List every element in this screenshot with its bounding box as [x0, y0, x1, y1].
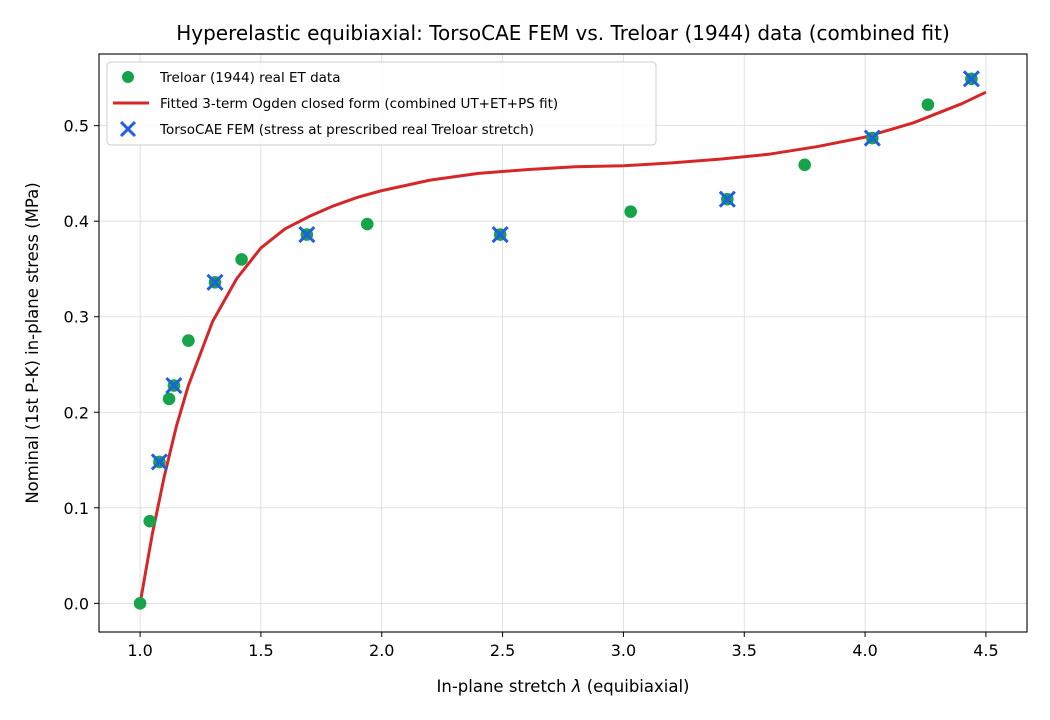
y-tick-label: 0.3 — [64, 308, 89, 327]
x-tick-label: 1.5 — [248, 641, 273, 660]
legend-label-treloar: Treloar (1944) real ET data — [159, 70, 340, 86]
fem-marker-stroke — [165, 376, 183, 395]
fem-marker — [491, 226, 509, 244]
legend-marker-treloar — [122, 71, 134, 83]
fem-marker — [150, 453, 168, 471]
fem-marker-stroke — [206, 273, 224, 291]
plot-area — [133, 70, 987, 610]
treloar-data-point — [798, 158, 811, 172]
fem-marker — [962, 70, 980, 88]
fem-marker — [165, 376, 183, 395]
y-tick-label: 0.2 — [64, 403, 89, 422]
fem-marker — [863, 129, 881, 147]
x-tick-label: 1.0 — [127, 641, 152, 660]
ogden-fit-line — [138, 90, 987, 604]
treloar-data-point — [133, 597, 147, 610]
fem-marker — [718, 190, 736, 208]
y-tick-label: 0.1 — [64, 499, 89, 518]
legend-frame — [106, 61, 657, 146]
legend-label-ogden: Fitted 3-term Ogden closed form (combine… — [160, 96, 558, 112]
fem-marker-stroke — [491, 226, 509, 244]
x-tick-label: 4.0 — [852, 641, 877, 660]
fem-marker-stroke — [863, 129, 881, 147]
treloar-data-point — [162, 392, 176, 406]
y-tick-label: 0.0 — [64, 594, 89, 613]
legend-label-fem: TorsoCAE FEM (stress at prescribed real … — [159, 122, 534, 138]
x-axis-label: In-plane stretch λ (equibiaxial) — [437, 677, 690, 696]
treloar-data-point — [360, 217, 374, 231]
x-tick-label: 3.5 — [732, 641, 757, 660]
y-tick-label: 0.4 — [64, 212, 89, 231]
axes: 1.0 1.5 2.0 2.5 3.0 3.5 4.0 4.5 0.0 0.1 0.2 0.3 0.4 0… — [64, 117, 999, 660]
fem-marker-stroke — [962, 70, 980, 88]
legend: Treloar (1944) real ET data Fitted 3-ter… — [106, 61, 657, 146]
chart-title: Hyperelastic equibiaxial: TorsoCAE FEM v… — [176, 21, 950, 45]
treloar-data-point — [235, 253, 248, 266]
x-tick-label: 2.0 — [369, 641, 394, 660]
fem-marker — [206, 273, 224, 291]
treloar-data-point — [182, 334, 195, 347]
x-tick-label: 2.5 — [490, 641, 515, 660]
x-tick-label: 3.0 — [611, 641, 636, 660]
legend-marker-fem — [119, 120, 137, 138]
treloar-data-point — [143, 514, 157, 528]
fem-marker-stroke — [718, 190, 736, 208]
y-tick-label: 0.5 — [64, 117, 89, 136]
treloar-data-point — [921, 98, 935, 111]
fem-marker-stroke — [150, 453, 168, 471]
x-tick-label: 4.5 — [973, 641, 998, 660]
axes-frame — [98, 53, 1028, 633]
fem-marker — [298, 226, 316, 244]
treloar-data-point — [624, 205, 637, 218]
y-axis-label: Nominal (1st P-K) in-plane stress (MPa) — [23, 182, 42, 503]
fem-marker-stroke — [298, 226, 316, 244]
